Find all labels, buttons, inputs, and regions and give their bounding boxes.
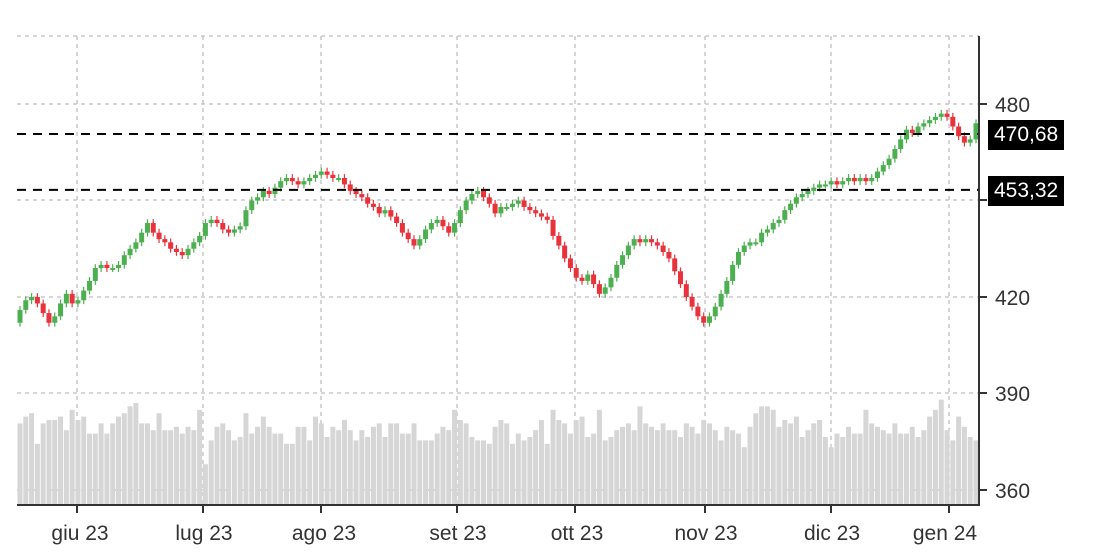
y-label-480: 480 <box>995 94 1030 117</box>
x-label-ott: ott 23 <box>551 522 604 545</box>
candles <box>17 109 979 327</box>
x-label-nov: nov 23 <box>674 522 737 545</box>
axes <box>17 36 980 513</box>
x-label-giu: giu 23 <box>51 522 108 545</box>
x-label-dic: dic 23 <box>804 522 860 545</box>
y-label-420: 420 <box>995 287 1030 310</box>
reference-lines <box>17 132 979 191</box>
price-tag-lower: 453,32 <box>988 176 1065 206</box>
x-label-set: set 23 <box>429 522 486 545</box>
y-axis-labels: 480 420 390 360 <box>979 94 1030 503</box>
x-label-lug: lug 23 <box>175 522 232 545</box>
x-axis-labels: giu 23 lug 23 ago 23 set 23 ott 23 nov 2… <box>51 522 977 545</box>
y-label-390: 390 <box>995 383 1030 406</box>
x-label-ago: ago 23 <box>292 522 356 545</box>
y-label-360: 360 <box>995 480 1030 503</box>
price-tag-upper: 470,68 <box>988 120 1065 150</box>
volume-bars <box>17 399 979 505</box>
x-label-gen: gen 24 <box>913 522 978 545</box>
